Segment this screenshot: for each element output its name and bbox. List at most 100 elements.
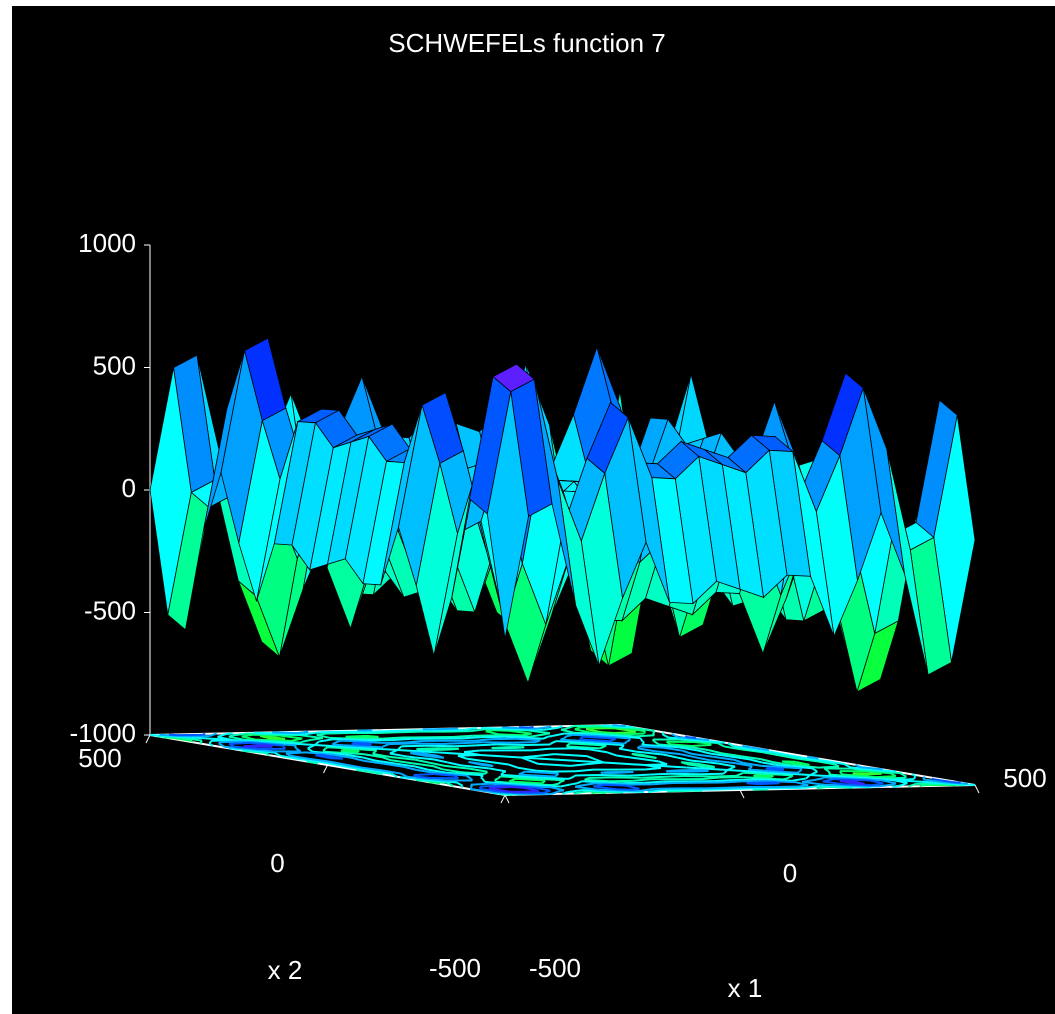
contour-line xyxy=(292,741,301,744)
contour-line xyxy=(405,739,424,744)
contour-line xyxy=(560,737,565,741)
contour-line xyxy=(873,780,884,785)
contour-line xyxy=(228,735,245,741)
contour-line xyxy=(753,775,771,779)
contour-line xyxy=(843,763,851,769)
contour-line xyxy=(628,737,631,741)
contour-line xyxy=(775,763,781,767)
contour-line xyxy=(717,762,736,768)
contour-line xyxy=(312,750,345,756)
contour-line xyxy=(481,778,486,783)
contour-line xyxy=(877,783,893,788)
contour-line xyxy=(560,783,573,788)
contour-line xyxy=(363,759,385,765)
contour-line xyxy=(500,775,522,779)
contour-line xyxy=(785,771,798,774)
contour-line xyxy=(794,760,810,766)
contour-line xyxy=(461,736,481,740)
contour-line xyxy=(723,745,742,751)
contour-line xyxy=(631,752,643,756)
contour-line xyxy=(633,773,650,777)
contour-line xyxy=(406,755,416,759)
contour-line xyxy=(557,781,562,785)
contour-line xyxy=(575,768,594,773)
contour-line xyxy=(824,776,833,779)
contour-line xyxy=(637,747,655,753)
contour-line xyxy=(733,787,756,790)
contour-line xyxy=(727,765,736,771)
contour-line xyxy=(684,735,688,738)
contour-line xyxy=(850,766,880,772)
contour-line xyxy=(401,744,425,748)
contour-line xyxy=(607,789,640,792)
contour-line xyxy=(468,761,490,766)
contour-line xyxy=(701,776,720,781)
contour-line xyxy=(922,778,944,784)
contour-line xyxy=(322,747,327,752)
contour-line xyxy=(734,762,753,768)
contour-line xyxy=(209,732,217,738)
contour-line xyxy=(588,776,613,779)
contour-line xyxy=(425,778,457,784)
contour-line xyxy=(572,782,578,786)
contour-line xyxy=(625,727,646,733)
contour-line xyxy=(319,760,337,766)
contour-line xyxy=(747,771,782,776)
contour-line xyxy=(709,759,736,765)
contour-line xyxy=(437,754,445,759)
contour-line xyxy=(550,740,557,745)
contour-line xyxy=(224,745,256,751)
contour-line xyxy=(822,778,835,783)
contour-line xyxy=(712,774,737,778)
contour-line xyxy=(574,726,582,731)
contour-line xyxy=(618,746,622,750)
contour-line xyxy=(899,772,907,778)
contour-line xyxy=(415,758,431,764)
contour-line xyxy=(697,749,711,755)
contour-line xyxy=(594,758,605,764)
contour-line xyxy=(219,740,242,744)
contour-line xyxy=(201,732,206,736)
contour-line xyxy=(743,776,777,781)
contour-line xyxy=(615,727,636,733)
contour-line xyxy=(668,736,700,742)
contour-line xyxy=(435,778,446,782)
contour-line xyxy=(694,756,710,762)
contour-line xyxy=(256,738,291,742)
contour-line xyxy=(454,744,476,748)
contour-line xyxy=(775,785,799,789)
contour-line xyxy=(229,742,244,745)
contour-line xyxy=(316,732,327,736)
contour-line xyxy=(551,789,561,795)
contour-line xyxy=(636,750,661,756)
contour-line xyxy=(563,735,568,739)
contour-line xyxy=(609,735,630,740)
contour-line xyxy=(593,785,617,791)
contour-line xyxy=(574,773,598,777)
contour-line xyxy=(834,763,840,768)
z-tick-label: 1000 xyxy=(78,228,136,258)
contour-line xyxy=(717,742,725,748)
contour-line xyxy=(582,780,608,784)
contour-line xyxy=(363,753,382,759)
contour-line xyxy=(521,756,563,761)
contour-line xyxy=(419,751,439,757)
contour-line xyxy=(639,787,655,792)
contour-line xyxy=(826,760,845,766)
contour-line xyxy=(782,786,806,790)
contour-line xyxy=(892,778,914,781)
contour-line xyxy=(470,728,486,733)
contour-line xyxy=(491,746,513,749)
contour-line xyxy=(623,741,628,745)
contour-line xyxy=(274,751,282,757)
contour-line xyxy=(442,768,462,774)
contour-line xyxy=(415,748,418,751)
contour-line xyxy=(389,755,416,761)
contour-line xyxy=(796,770,800,774)
contour-line xyxy=(566,733,574,738)
contour-line xyxy=(398,730,421,734)
contour-line xyxy=(817,760,836,766)
contour-line xyxy=(521,754,538,759)
contour-line xyxy=(615,790,645,794)
